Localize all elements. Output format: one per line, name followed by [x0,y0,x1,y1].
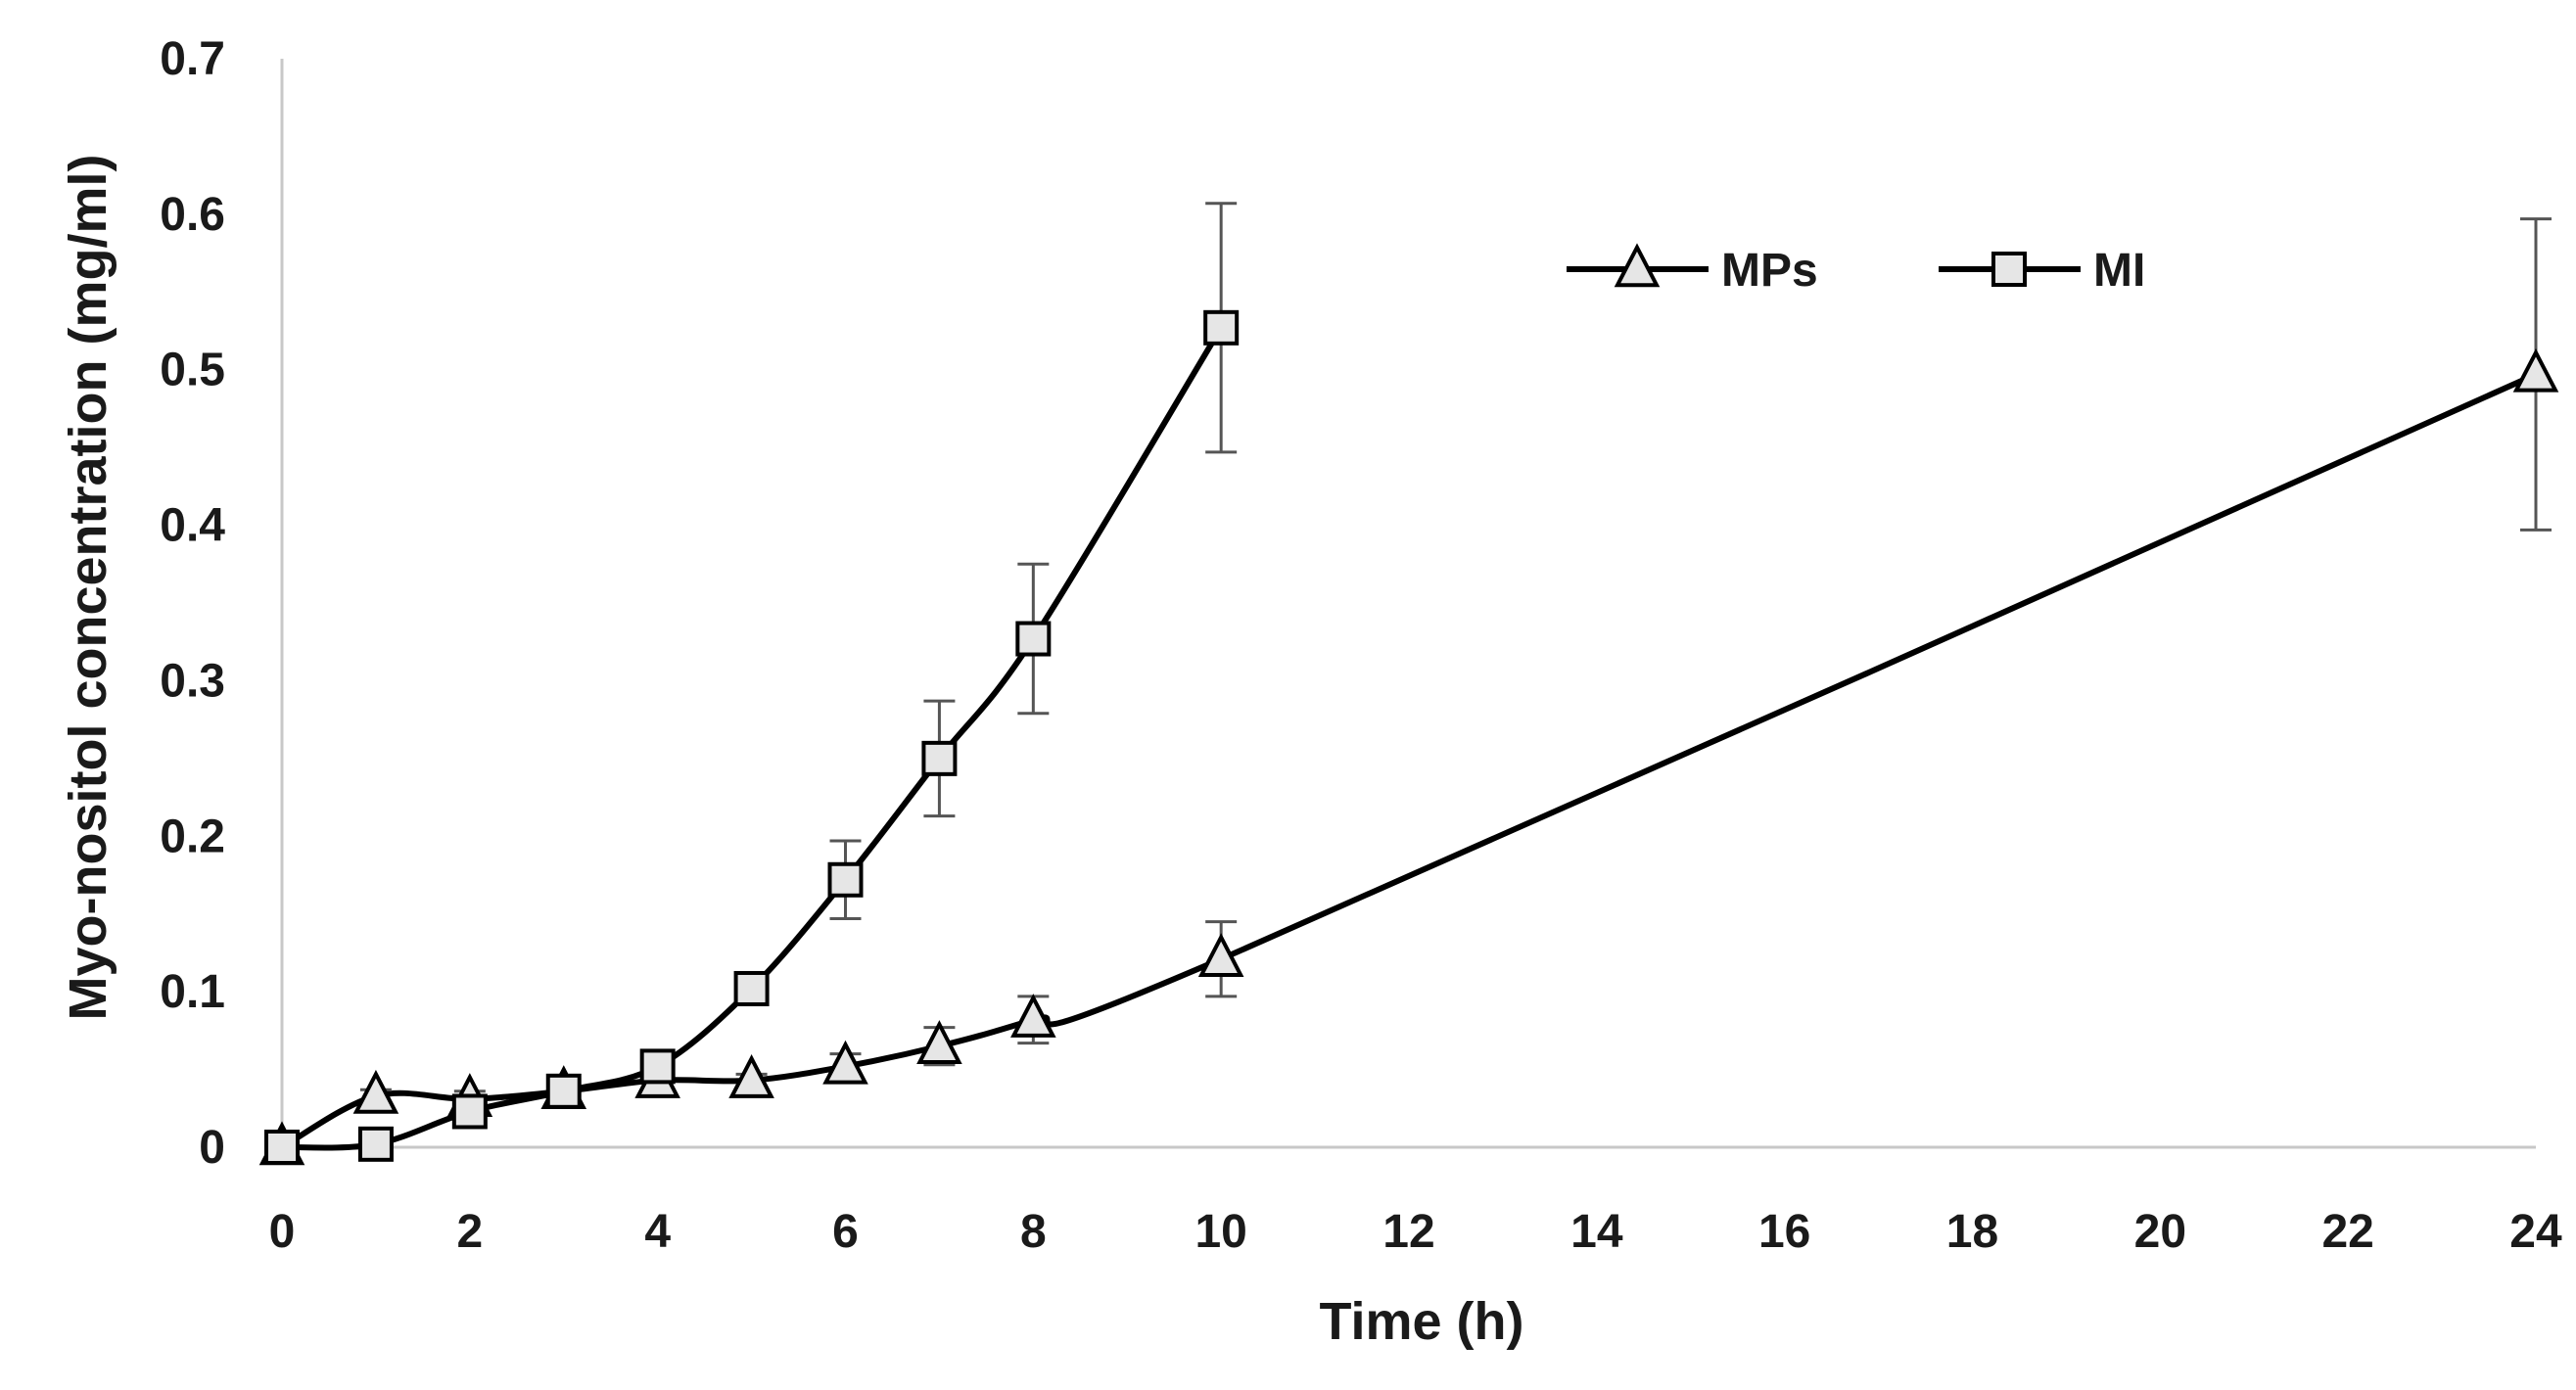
legend-item-mps: MPs [1567,243,1818,297]
data-point [639,1048,676,1085]
legend-marker [1991,252,2027,287]
x-tick-label: 12 [1382,1206,1434,1258]
y-tick-label: 0.7 [160,33,225,85]
data-point [352,1069,399,1114]
y-axis-title: Myo-nositol concentration (mg/ml) [59,155,117,1021]
data-point [2512,348,2559,393]
data-point [545,1073,582,1109]
x-axis-title: Time (h) [1319,1292,1523,1351]
x-tick-label: 20 [2134,1206,2186,1258]
y-tick-label: 0.4 [160,500,225,552]
data-point [921,740,958,776]
x-tick-label: 24 [2509,1206,2562,1258]
data-point [728,1054,774,1098]
x-tick-label: 6 [832,1206,859,1258]
data-point [916,1020,962,1064]
data-point [733,970,770,1006]
data-point [1197,933,1244,977]
x-tick-label: 18 [1946,1206,1998,1258]
x-tick-label: 22 [2321,1206,2373,1258]
series-layer [258,202,2559,1166]
legend-label: MI [2093,245,2145,297]
y-tick-label: 0.1 [160,966,225,1018]
y-tick-label: 0.2 [160,811,225,862]
data-point [264,1130,300,1165]
series-mi [264,202,1240,1165]
x-tick-label: 4 [644,1206,671,1258]
x-tick-label: 0 [269,1206,296,1258]
x-tick-label: 2 [456,1206,483,1258]
data-point [357,1126,394,1162]
y-tick-label: 0.3 [160,655,225,707]
series-mps [258,217,2559,1166]
data-point [1203,309,1240,346]
data-point [1015,621,1052,657]
axes: 00.10.20.30.40.50.60.70 2 4 6 8 10 12 14 16 18 20 2… [160,33,2562,1258]
series-line [281,326,1224,1151]
y-tick-label: 0 [199,1122,225,1174]
x-tick-label: 8 [1020,1206,1047,1258]
legend-item-mi: MI [1939,245,2145,297]
data-point [451,1093,488,1130]
data-point [822,1040,868,1085]
legend-marker [1614,243,1661,288]
y-tick-label: 0.6 [160,189,225,241]
data-point [1010,994,1056,1038]
data-point [827,861,864,898]
x-tick-label: 10 [1194,1206,1246,1258]
x-tick-label: 16 [1758,1206,1810,1258]
y-tick-label: 0.5 [160,345,225,396]
legend-label: MPs [1721,245,1818,297]
series-line [280,371,2538,1150]
legend: MPs MI [1567,243,2145,297]
x-tick-label: 14 [1570,1206,1623,1258]
